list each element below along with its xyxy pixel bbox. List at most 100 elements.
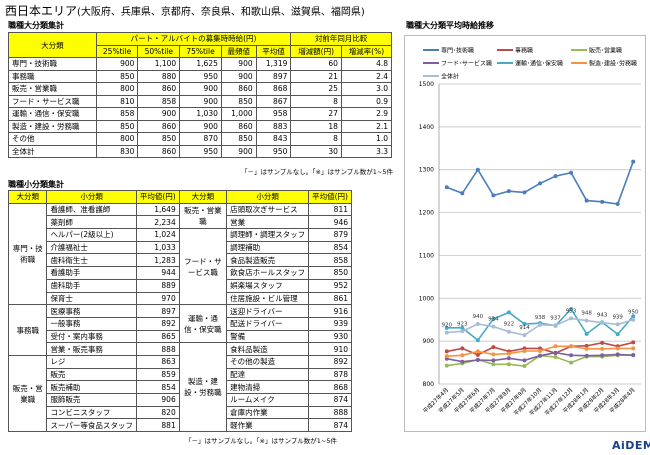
- column-header: 平均値(円): [135, 190, 180, 204]
- data-point: [444, 325, 449, 330]
- cell: 860: [137, 82, 181, 96]
- average-wage: 858: [308, 253, 352, 268]
- data-point: [553, 174, 558, 179]
- data-label: 923: [457, 321, 468, 327]
- subcategory-label: ルームメイク: [226, 393, 310, 407]
- average-wage: 888: [308, 405, 352, 420]
- cell: 27: [290, 107, 342, 121]
- table-row: フード・サービス職 810 858 900 850 867 8 0.9: [8, 94, 393, 108]
- table-row: 運輸・通信・保安職 858 900 1,030 1,000 958 27 2.9: [8, 107, 393, 121]
- subcategory-label: 店頭取次ぎサービス: [226, 202, 310, 217]
- cell: 8: [290, 132, 342, 146]
- table-row: ヘルパー(2級以上) 1,024 フード・サービス職 調理師・調理スタッフ 879: [9, 228, 352, 306]
- average-wage: 820: [135, 405, 180, 420]
- data-label: 938: [535, 315, 546, 321]
- data-point: [444, 330, 449, 335]
- data-point: [631, 353, 636, 358]
- cell: 18: [290, 119, 342, 133]
- average-wage: 1,024: [135, 228, 180, 242]
- group-label: 販売・営業職: [7, 354, 48, 433]
- table-row: 事務職 医療事務 897 運輸・通信・保安職 送迎ドライバー 916: [7, 304, 352, 356]
- page-title: 西日本エリア(大阪府、兵庫県、京都府、奈良県、和歌山県、滋賀県、福岡県): [5, 4, 365, 18]
- average-wage: 878: [308, 367, 352, 382]
- table-row: 保育士 970 住居施設・ビル管理 861: [9, 291, 352, 306]
- data-point: [631, 159, 636, 164]
- data-point: [631, 346, 636, 351]
- cell: 900: [220, 69, 257, 83]
- column-header: 平均値: [255, 44, 292, 58]
- data-label: 937: [550, 315, 561, 321]
- data-point: [538, 353, 542, 358]
- data-point: [600, 353, 605, 358]
- data-point: [569, 307, 574, 311]
- cell: 958: [255, 107, 292, 121]
- data-point: [631, 340, 636, 345]
- data-label: 914: [519, 325, 530, 331]
- cell: 2.9: [340, 107, 393, 121]
- cell: 21: [290, 69, 342, 83]
- data-label: 922: [504, 322, 515, 328]
- average-wage: 881: [135, 418, 180, 433]
- average-wage: 916: [308, 304, 352, 318]
- subcategory-label: 食品製造販売: [226, 253, 310, 268]
- average-wage: 952: [308, 278, 352, 293]
- subcategory-label: 一般事務: [46, 316, 137, 331]
- subcategory-label: 配達: [226, 367, 310, 382]
- cell: 850: [95, 119, 139, 133]
- average-wage: 874: [308, 393, 352, 407]
- cell: 900: [179, 82, 222, 96]
- table-row: 専門・技術職 900 1,100 1,625 900 1,319 60 4.8: [8, 57, 393, 71]
- line-chart: 800 900 1000 1100 1200 1300 1400 1500 平成27年4月 平成2…: [404, 35, 646, 432]
- data-point: [553, 350, 558, 355]
- data-point: [491, 316, 496, 321]
- data-point: [460, 359, 465, 364]
- row-label: 販売・営業職: [8, 82, 97, 96]
- subcategory-label: 営業: [226, 215, 310, 230]
- data-point: [569, 344, 574, 349]
- subcategory-label: 販売: [46, 367, 137, 382]
- data-point: [444, 363, 449, 368]
- table-row: 歯科助手 889 娯楽場スタッフ 952: [9, 278, 352, 293]
- table-row: 販売・営業職 800 860 900 860 868 25 3.0: [8, 82, 393, 96]
- subcategory-label: 介護福祉士: [46, 240, 137, 255]
- cell: 800: [95, 132, 139, 146]
- data-point: [600, 346, 605, 351]
- subcategory-label: 医療事務: [46, 304, 137, 318]
- data-point: [584, 353, 589, 358]
- data-point: [522, 358, 527, 363]
- data-point: [631, 317, 636, 322]
- subcategory-label: 食料品製造: [226, 342, 310, 356]
- column-header: 小分類: [46, 190, 137, 204]
- row-label: フード・サービス職: [8, 94, 97, 108]
- subcategory-label: スーパー等食品スタッフ: [46, 418, 137, 433]
- subcategory-label: 娯楽場スタッフ: [226, 278, 310, 293]
- cell: 8: [290, 94, 342, 108]
- table-row: スーパー等食品スタッフ 881 軽作業 874: [9, 418, 352, 433]
- cell: 1,319: [255, 57, 292, 71]
- column-header: 25%tile: [95, 44, 139, 58]
- data-point: [569, 353, 574, 358]
- data-label: 934: [488, 317, 499, 323]
- cell: 800: [95, 82, 139, 96]
- legend-label: フード･サービス職: [441, 60, 492, 68]
- cell: 1,030: [179, 107, 222, 121]
- data-point: [475, 358, 480, 362]
- column-header: 増減額(円): [290, 44, 342, 58]
- aidem-logo: AiDEM: [612, 439, 650, 452]
- cell: 900: [220, 57, 257, 71]
- data-point: [615, 202, 620, 206]
- data-point: [600, 340, 605, 345]
- group-label: 販売・営業職: [178, 202, 228, 230]
- cell: 2.4: [340, 69, 393, 83]
- data-point: [615, 322, 620, 327]
- column-header: 75%tile: [179, 44, 222, 58]
- subcategory-label: 住居施設・ビル管理: [226, 291, 310, 306]
- data-point: [569, 170, 574, 175]
- cell: 843: [255, 132, 292, 146]
- table1-section-title: 職種大分類集計: [8, 21, 64, 30]
- data-point: [553, 355, 558, 359]
- category-summary-table: 大分類 パート・アルバイトの募集時時給(円) 対前年同月比較 25%tile 50…: [8, 32, 393, 158]
- subcategory-label: ヘルパー(2級以上): [46, 228, 137, 242]
- table-row: 事務職 850 880 950 900 897 21 2.4: [8, 69, 393, 83]
- cell: 3.3: [340, 144, 393, 158]
